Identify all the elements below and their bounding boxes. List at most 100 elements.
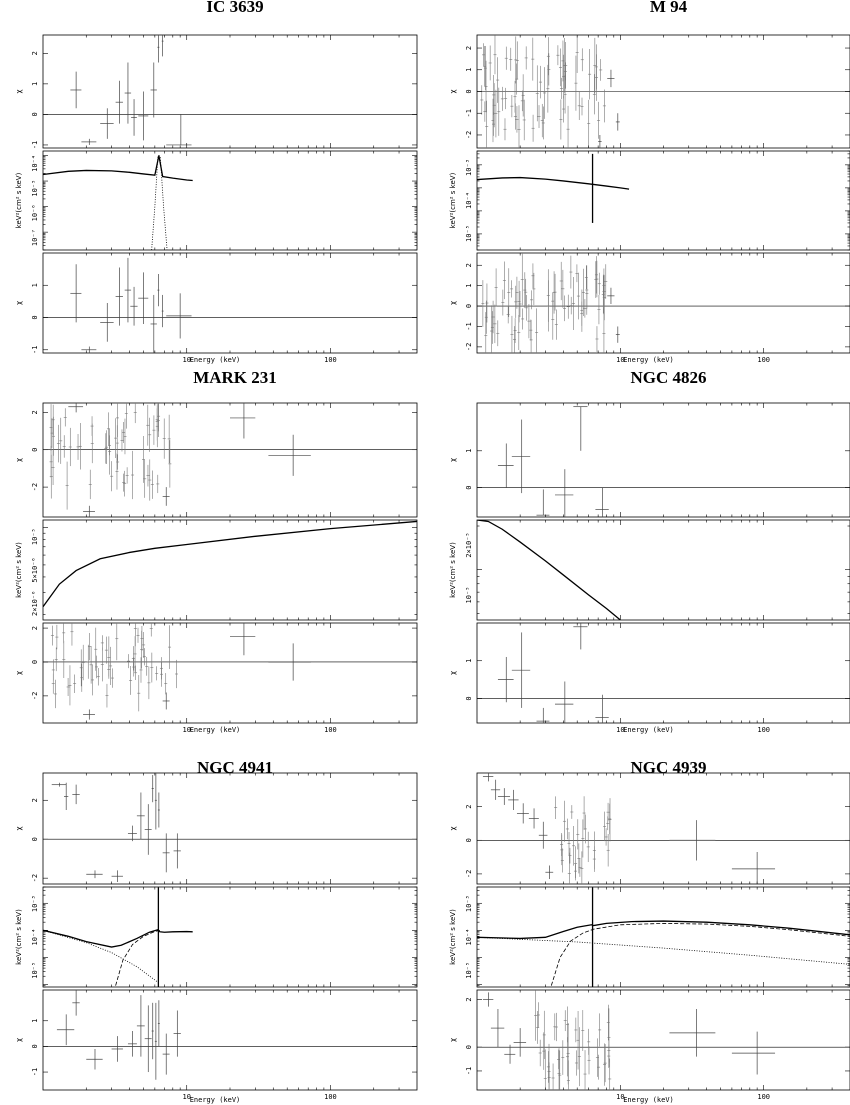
spectrum-frame xyxy=(476,886,850,988)
residual-point xyxy=(124,62,132,124)
residual-point xyxy=(83,505,95,517)
residual-point xyxy=(595,487,609,517)
x-tick-label: 100 xyxy=(324,1093,337,1101)
x-tick-label: 100 xyxy=(757,1093,770,1101)
residual-point xyxy=(115,80,123,124)
residual-point xyxy=(162,833,170,873)
model-curve-dotted xyxy=(477,936,850,965)
residual-point xyxy=(615,113,620,131)
spectrum-frame xyxy=(476,150,850,251)
residual-point xyxy=(511,419,531,494)
y-tick-label: 2 xyxy=(31,410,39,414)
residual-point xyxy=(157,792,160,828)
residual-point xyxy=(86,1048,103,1070)
residual-point xyxy=(497,443,514,488)
x-axis-label: Energy (keV) xyxy=(623,726,674,734)
y-tick-label: 0 xyxy=(465,1045,473,1049)
y-tick-label: -2 xyxy=(465,131,473,139)
residual-point xyxy=(138,91,149,141)
y-tick-label: -2 xyxy=(465,870,473,878)
residual-point xyxy=(497,788,511,805)
residual-point xyxy=(130,286,138,326)
x-tick-label: 100 xyxy=(324,726,337,734)
residual-point xyxy=(731,852,776,884)
model-curve-solid xyxy=(477,176,630,190)
y-tick-label: 1 xyxy=(465,284,473,288)
y-tick-label: 0 xyxy=(465,696,473,700)
y-tick-label: -2 xyxy=(31,692,39,700)
residual-point xyxy=(598,134,602,148)
y-axis-label: keV²(cm² s keV) xyxy=(15,542,23,598)
x-axis-label: Energy (keV) xyxy=(623,356,674,364)
y-axis-label: keV²(cm² s keV) xyxy=(449,909,457,965)
residual-point xyxy=(100,303,114,342)
y-axis-label: χ xyxy=(449,1038,457,1042)
chart-panel: NGC 4941 2 0 -2 χ 10⁻³ 10⁻⁴ 10⁻⁵ keV²(cm² s keV)… xyxy=(15,758,418,1104)
y-tick-label: 2 xyxy=(465,997,473,1001)
y-tick-label: -1 xyxy=(31,141,39,149)
residual-point xyxy=(70,264,82,323)
x-tick-label: 100 xyxy=(757,356,770,364)
residual-point xyxy=(669,820,716,861)
y-tick-label: 0 xyxy=(465,485,473,489)
residual-point xyxy=(554,681,574,723)
y-axis-label: χ xyxy=(449,671,457,675)
y-tick-label: 0 xyxy=(31,837,39,841)
residual-point xyxy=(615,326,620,343)
y-tick-label: 10⁻⁵ xyxy=(465,962,473,979)
residual-point xyxy=(166,293,192,339)
y-tick-label: 1 xyxy=(465,68,473,72)
residual-point xyxy=(731,1031,776,1075)
residual-point xyxy=(595,694,609,723)
y-axis-label: χ xyxy=(15,826,23,830)
residual-top-frame xyxy=(42,772,418,885)
x-axis-label: Energy (keV) xyxy=(623,1096,674,1104)
residual-point xyxy=(157,35,160,63)
y-tick-label: -1 xyxy=(465,322,473,330)
residual-point xyxy=(144,1005,152,1073)
y-axis-label: keV²(cm² s keV) xyxy=(15,909,23,965)
x-tick-label: 10 xyxy=(183,726,191,734)
residual-top-frame xyxy=(42,402,418,518)
y-tick-label: 2×10⁻⁵ xyxy=(465,532,473,557)
residual-point xyxy=(127,825,137,842)
residual-point xyxy=(268,434,311,476)
chart-title: NGC 4941 xyxy=(197,758,273,777)
model-curve-solid xyxy=(477,920,850,940)
y-tick-label: 0 xyxy=(465,838,473,842)
x-tick-label: 10 xyxy=(616,726,624,734)
residual-point xyxy=(482,992,494,1007)
y-tick-label: 1 xyxy=(31,82,39,86)
y-tick-label: 2×10⁻⁶ xyxy=(31,591,39,616)
residual-point xyxy=(230,403,256,439)
y-axis-label: χ xyxy=(449,826,457,830)
spectrum-frame xyxy=(42,519,418,621)
residual-point xyxy=(504,1044,516,1064)
residual-point xyxy=(607,69,615,88)
y-tick-label: 10⁻³ xyxy=(31,895,39,912)
residual-point xyxy=(157,273,160,307)
model-curve-solid xyxy=(43,929,193,948)
residual-point xyxy=(127,1031,137,1057)
residual-point xyxy=(64,782,69,810)
residual-point xyxy=(51,782,67,787)
residual-point xyxy=(513,1028,527,1057)
y-tick-label: 1 xyxy=(465,659,473,663)
y-tick-label: 10⁻⁵ xyxy=(31,962,39,979)
residual-point xyxy=(150,294,157,353)
x-tick-label: 100 xyxy=(757,726,770,734)
y-tick-label: 10⁻⁴ xyxy=(31,929,39,946)
residual-point xyxy=(173,833,181,869)
y-axis-label: keV²(cm² s keV) xyxy=(449,172,457,228)
y-tick-label: -2 xyxy=(31,874,39,882)
residual-bottom-frame xyxy=(42,622,418,724)
y-tick-label: 10⁻³ xyxy=(465,159,473,176)
residual-point xyxy=(538,821,548,849)
model-curve-dashed xyxy=(550,923,850,986)
y-axis-label: χ xyxy=(449,301,457,305)
x-axis-label: Energy (keV) xyxy=(190,1096,241,1104)
y-tick-label: 2 xyxy=(465,263,473,267)
y-tick-label: 0 xyxy=(465,304,473,308)
model-curve-solid xyxy=(477,520,621,620)
